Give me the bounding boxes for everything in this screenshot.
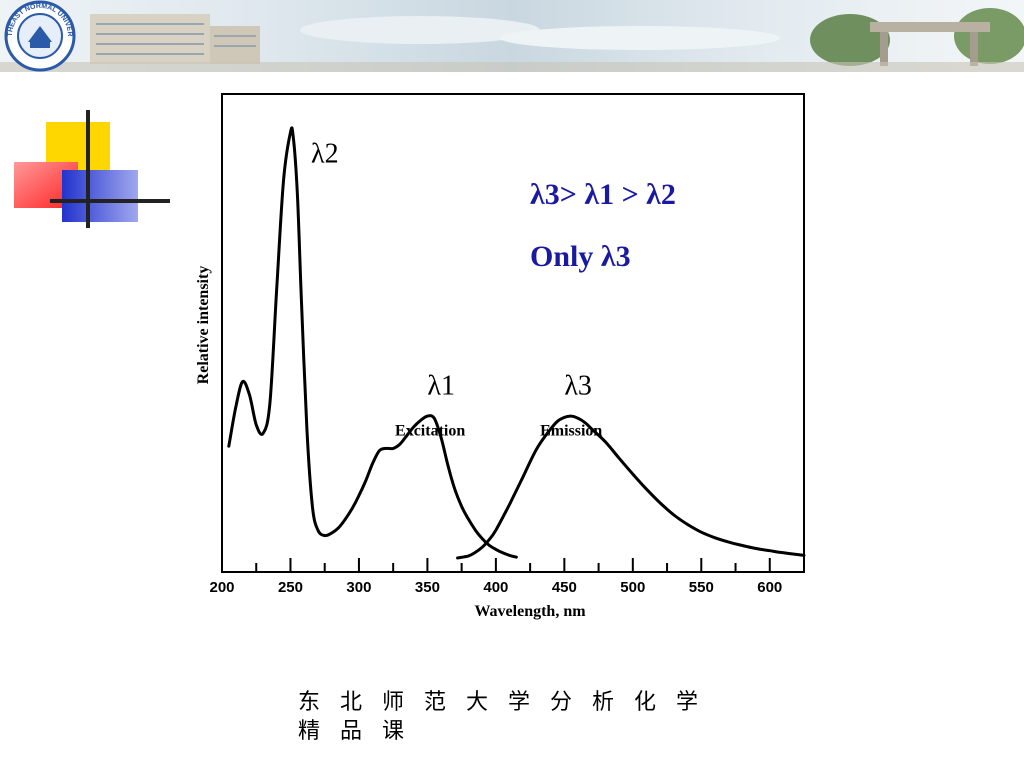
gate-photo [870,22,990,32]
campus-photo: NORTHEAST NORMAL UNIVERSITY [0,0,1024,72]
x-tick-label: 450 [552,579,577,596]
lambda-label: λ1 [427,371,455,402]
tree-photo [810,14,890,66]
x-tick-label: 350 [415,579,440,596]
chart-annotations: λ2 λ1 λ3 Excitation Emission [311,138,602,439]
tree-photo [954,8,1024,64]
spectrum-curves [227,126,806,560]
cloud-photo [300,16,540,44]
caption-line-2: 精品课 [298,719,425,744]
only-lambda3-note: Only λ3 [530,240,631,273]
x-axis-label: Wavelength, nm [474,603,586,620]
x-tick-label: 200 [209,579,234,596]
series-line-excitation [227,126,518,559]
building-windows [96,23,256,55]
y-axis-label: Relative intensity [195,266,212,385]
series-line-emission [456,414,806,560]
color-block-cross-icon [14,110,170,228]
cloud-photo [500,26,780,50]
course-caption: 东北师范大学分析化学 精品课 [298,688,818,746]
lambda-label: λ2 [311,138,339,169]
x-tick-label: 250 [278,579,303,596]
x-tick-label: 300 [346,579,371,596]
caption-line-1: 东北师范大学分析化学 [298,690,719,715]
blue-square [62,170,138,222]
curve-label: Emission [540,422,602,439]
x-tick-label: 500 [620,579,645,596]
curve-label: Excitation [395,422,465,439]
building-photo [90,14,210,64]
plot-frame [221,93,805,573]
x-tick-label: 600 [757,579,782,596]
lambda-label: λ3 [564,371,592,402]
university-logo: NORTHEAST NORMAL UNIVERSITY [0,0,76,72]
x-axis-ticks: 200 250 300 350 400 450 500 550 600 [209,558,805,596]
fluorescence-spectrum-chart: 200 250 300 350 400 450 500 550 600 Wavelength, … [195,93,806,620]
x-tick-label: 400 [483,579,508,596]
x-tick-label: 550 [689,579,714,596]
wavelength-order-note: λ3> λ1 > λ2 [530,178,676,211]
header-banner: NORTHEAST NORMAL UNIVERSITY [0,0,1024,72]
